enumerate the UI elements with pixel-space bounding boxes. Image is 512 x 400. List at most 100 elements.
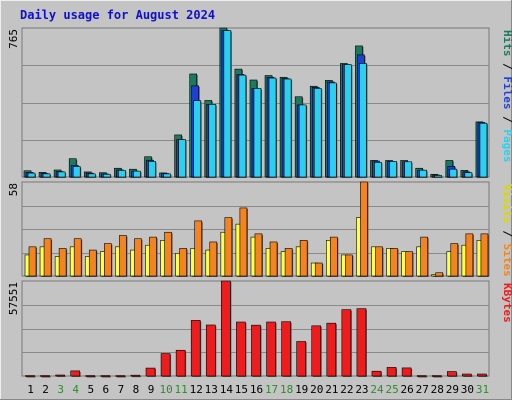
x-tick-label: 29 bbox=[446, 383, 459, 396]
kbytes-bar-shadow bbox=[56, 376, 66, 378]
sites-bar bbox=[209, 241, 218, 277]
kbytes-bar bbox=[160, 353, 171, 377]
pages-bar bbox=[328, 82, 337, 178]
sites-bar bbox=[480, 233, 489, 277]
sites-bar bbox=[43, 238, 52, 277]
sites-bar bbox=[134, 238, 142, 277]
pages-bar bbox=[479, 122, 488, 178]
sites-bar bbox=[345, 254, 353, 277]
kbytes-bar-shadow bbox=[433, 376, 443, 378]
sites-bar bbox=[239, 207, 248, 277]
pages-bar bbox=[72, 166, 81, 178]
sites-bar bbox=[58, 248, 67, 277]
kbytes-bar bbox=[266, 321, 276, 377]
kbytes-bar-shadow bbox=[418, 376, 428, 378]
pages-bar bbox=[283, 78, 292, 178]
sites-bar bbox=[465, 233, 474, 277]
pages-bar bbox=[148, 161, 156, 178]
kbytes-bar bbox=[356, 308, 367, 377]
pages-bar bbox=[178, 139, 186, 178]
pages-bar bbox=[103, 173, 111, 178]
x-tick-label: 8 bbox=[133, 383, 140, 396]
sites-bar bbox=[73, 238, 82, 277]
pages-bar bbox=[42, 173, 51, 178]
sites-bar bbox=[390, 248, 398, 277]
x-tick-label: 15 bbox=[235, 383, 248, 396]
kbytes-bar bbox=[205, 324, 216, 377]
kbytes-bar bbox=[281, 321, 291, 377]
x-tick-label: 30 bbox=[461, 383, 474, 396]
x-tick-label: 24 bbox=[370, 383, 384, 396]
pages-bar bbox=[118, 170, 126, 178]
kbytes-bar bbox=[447, 371, 457, 377]
x-tick-label: 9 bbox=[148, 383, 155, 396]
legend-pages: Pages bbox=[501, 129, 512, 162]
sites-bar bbox=[299, 240, 308, 277]
x-tick-label: 11 bbox=[175, 383, 188, 396]
sites-bar bbox=[375, 246, 383, 277]
kbytes-bar bbox=[401, 367, 412, 377]
sites-bar bbox=[284, 248, 293, 277]
pages-bar bbox=[268, 77, 277, 178]
sites-bar bbox=[194, 220, 203, 277]
kbytes-bar bbox=[236, 321, 246, 377]
sites-bar bbox=[224, 217, 233, 277]
sites-bar bbox=[450, 243, 459, 277]
kbytes-bar bbox=[311, 325, 322, 377]
x-tick-label: 21 bbox=[325, 383, 338, 396]
kbytes-bar bbox=[371, 370, 382, 377]
x-tick-label: 16 bbox=[250, 383, 263, 396]
x-tick-label: 6 bbox=[103, 383, 110, 396]
kbytes-bar bbox=[70, 370, 80, 377]
pages-bar bbox=[223, 30, 232, 178]
x-tick-label: 14 bbox=[220, 383, 234, 396]
pages-bar bbox=[389, 161, 397, 178]
sites-bar bbox=[28, 246, 37, 277]
legend-kbytes: KBytes bbox=[501, 283, 512, 323]
x-tick-label: 31 bbox=[476, 383, 489, 396]
pages-bar bbox=[313, 88, 322, 178]
legend-2: KBytes bbox=[501, 283, 512, 323]
legend-sites: Sites bbox=[501, 244, 512, 277]
x-tick-label: 28 bbox=[431, 383, 444, 396]
kbytes-bar bbox=[221, 280, 231, 377]
sites-bar bbox=[405, 251, 413, 277]
pages-bar bbox=[434, 175, 443, 178]
x-tick-label: 1 bbox=[27, 383, 34, 396]
kbytes-bar bbox=[40, 375, 50, 377]
x-tick-label: 25 bbox=[385, 383, 398, 396]
x-tick-label: 22 bbox=[340, 383, 353, 396]
pages-bar bbox=[344, 64, 352, 178]
kbytes-bar-shadow bbox=[26, 376, 36, 378]
kbytes-bar-shadow bbox=[131, 376, 141, 378]
pages-bar bbox=[87, 173, 96, 178]
sites-bar bbox=[254, 233, 263, 277]
x-tick-label: 18 bbox=[280, 383, 293, 396]
kbytes-bar bbox=[115, 375, 126, 377]
pages-bar bbox=[449, 168, 458, 178]
kbytes-bar bbox=[25, 375, 35, 377]
sites-bar bbox=[329, 236, 338, 277]
kbytes-bar bbox=[341, 309, 352, 377]
kbytes-bar bbox=[130, 374, 141, 377]
kbytes-bar bbox=[326, 322, 337, 377]
legend-visits: Visits bbox=[501, 184, 512, 224]
sites-bar bbox=[164, 231, 172, 277]
kbytes-bar-shadow bbox=[41, 376, 51, 378]
x-tick-label: 5 bbox=[87, 383, 94, 396]
x-tick-label: 4 bbox=[72, 383, 79, 396]
pages-bar bbox=[27, 172, 36, 178]
kbytes-bar bbox=[55, 374, 65, 377]
y-max-label: 58 bbox=[7, 183, 20, 196]
pages-bar bbox=[238, 74, 247, 178]
pages-bar bbox=[208, 104, 217, 178]
pages-bar bbox=[253, 88, 262, 178]
pages-bar bbox=[404, 161, 412, 178]
x-tick-label: 17 bbox=[265, 383, 278, 396]
pages-bar bbox=[374, 162, 382, 178]
y-max-label: 57551 bbox=[7, 282, 20, 315]
sites-bar bbox=[435, 272, 444, 277]
x-tick-label: 10 bbox=[159, 383, 172, 396]
